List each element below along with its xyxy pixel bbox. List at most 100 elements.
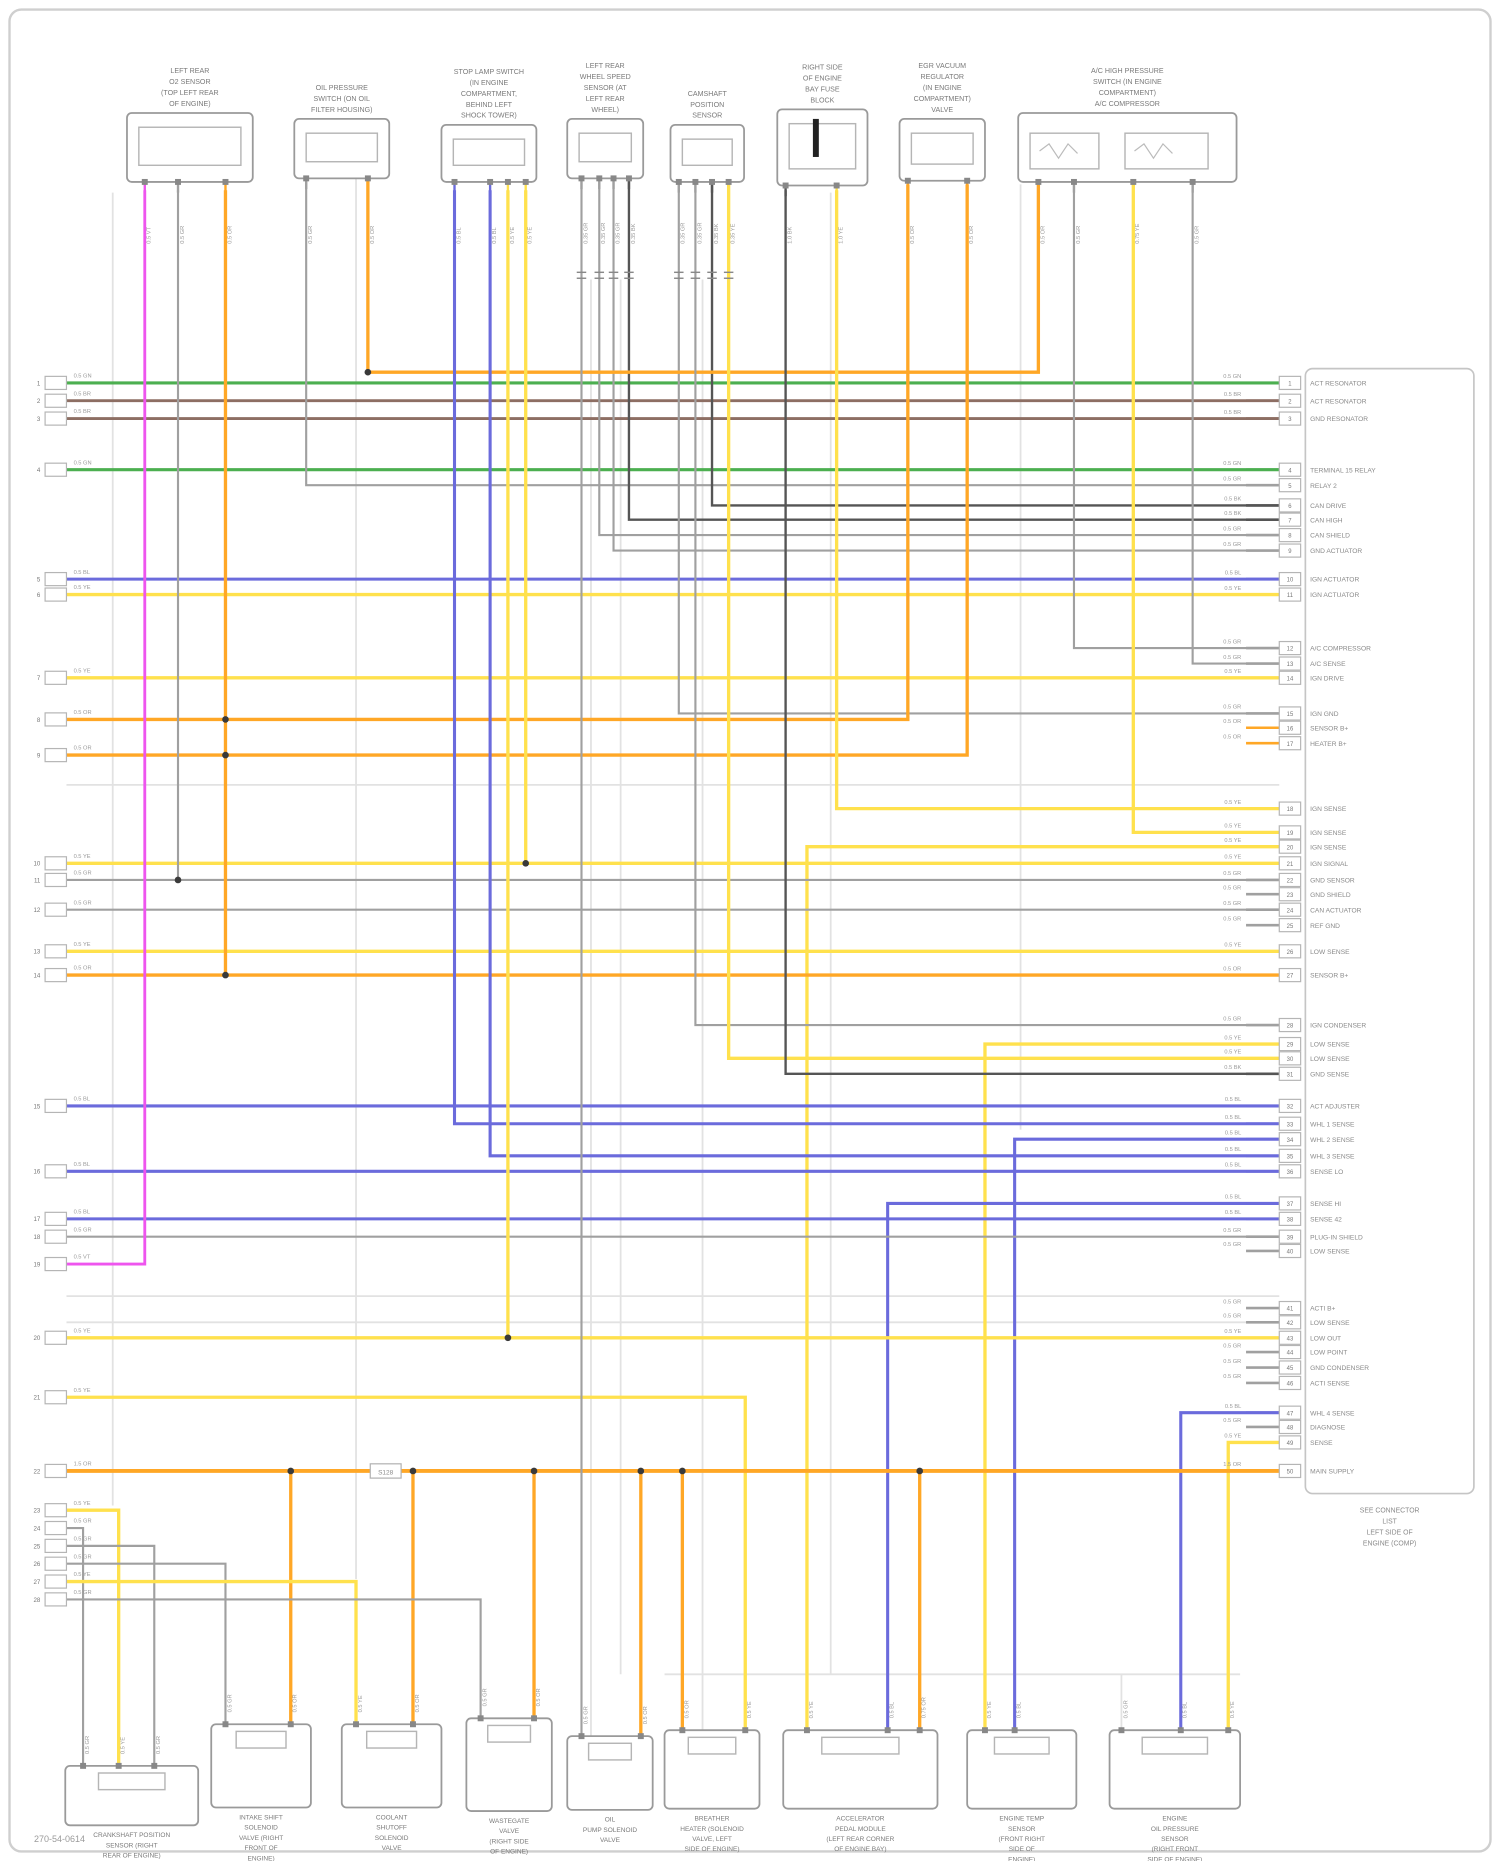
right-connector-pin: 0.5 GR 28 IGN CONDENSER (1223, 1016, 1366, 1033)
pin-box (1278, 656, 1302, 671)
component-inner (138, 126, 242, 167)
wire-code: 0.5 OR (643, 1706, 649, 1724)
pin-tick (287, 1721, 294, 1728)
junction-dot (504, 1334, 512, 1342)
pin-box (1278, 1098, 1302, 1114)
pin-label: SENSE LO (1310, 1169, 1343, 1176)
wire-code: 0.5 YE (1224, 586, 1241, 592)
pin-box (1278, 375, 1302, 391)
pin-number: 27 (1287, 974, 1294, 980)
wire-yellow (834, 190, 1280, 811)
wire-code: 0.5 GR (308, 226, 314, 244)
pin-label: IGN GND (1310, 711, 1339, 718)
right-connector-pin: 0.5 BK 31 GND SENSE (1224, 1065, 1350, 1081)
pin-number: 34 (1287, 1138, 1294, 1144)
pin-box (1278, 736, 1302, 751)
wastegate-valve: WASTEGATE VALVE (RIGHT SIDE OF ENGINE) 0.5 G… (465, 1688, 553, 1856)
wire-code: 0.5 YE (1224, 1035, 1241, 1041)
pin-label: WHL 2 SENSE (1310, 1137, 1355, 1144)
component-inner (993, 1736, 1050, 1755)
wire-code: 0.35 GR (615, 223, 621, 244)
right-connector-pin: 0.5 OR 16 SENSOR B+ (1223, 719, 1348, 735)
right-connector-pin: 0.5 BR 3 GND RESONATOR (1224, 410, 1368, 426)
component-label: OIL PRESSURE (316, 84, 368, 92)
right-connector-pin: 0.5 GR 42 LOW SENSE (1223, 1314, 1350, 1330)
wire-code: 0.5 BL (1225, 1147, 1241, 1153)
wire-code: 0.5 GR (1223, 526, 1241, 532)
pin-number: 12 (1287, 647, 1294, 653)
pin-tick (709, 178, 715, 185)
engine-temp-sensor: ENGINE TEMP SENSOR (FRONT RIGHT SIDE OF ENGI… (966, 1701, 1078, 1861)
wire-code: 0.5 OR (969, 226, 975, 244)
left-pin: 18 0.5 GR (33, 1227, 92, 1244)
pin-box (1278, 1051, 1302, 1066)
pin-box (1278, 856, 1302, 871)
pin-label: GND SHIELD (1310, 892, 1351, 899)
junction-dot (222, 751, 229, 759)
wire-code: 0.5 GN (1223, 374, 1241, 380)
pin-box (1278, 1360, 1302, 1375)
wire-code: 0.5 GR (156, 1736, 162, 1754)
pin-number: 3 (37, 416, 41, 423)
component-label: SHOCK TOWER) (461, 112, 517, 120)
component-label: FRONT OF (244, 1845, 277, 1852)
pin-box (1278, 1229, 1302, 1244)
component-label: WHEEL SPEED (580, 73, 631, 81)
pin-tick (578, 175, 585, 182)
splice-box (369, 1463, 402, 1479)
pin-number: 4 (1288, 468, 1292, 474)
pin-number: 40 (1287, 1250, 1294, 1256)
left-pin: 27 0.5 YE (33, 1572, 91, 1589)
wire-code: 0.5 YE (1224, 838, 1241, 844)
wire-code: 0.5 GR (1195, 226, 1201, 244)
wire-code: 1.0 BK (788, 226, 794, 243)
wire-code: 0.5 YE (74, 1328, 91, 1334)
pin-label: A/C SENSE (1310, 661, 1346, 668)
pin-number: 20 (33, 1335, 40, 1342)
wire-code: 0.5 GR (1223, 1343, 1241, 1349)
pin-label: IGN SIGNAL (1310, 861, 1348, 868)
component-label: CAMSHAFT (688, 90, 728, 98)
wire-code: 0.5 YE (528, 227, 534, 244)
pin-number: 35 (1287, 1154, 1294, 1160)
component-label: RIGHT SIDE (802, 63, 843, 71)
junction-dot (287, 1467, 295, 1475)
wire-code: 0.5 YE (1224, 1329, 1241, 1335)
wire-code: 0.5 YE (74, 1501, 91, 1507)
right-connector-pin: 0.5 GN 4 TERMINAL 15 RELAY (1223, 461, 1376, 477)
right-connector-pin: 0.5 YE 18 IGN SENSE (1224, 800, 1347, 816)
pin-tick (692, 178, 699, 185)
right-connector-pin: 0.5 GR 8 CAN SHIELD (1223, 526, 1350, 543)
pin-number: 23 (33, 1508, 40, 1515)
pin-box (1278, 1344, 1302, 1360)
pin-number: 18 (1287, 807, 1294, 813)
wire-code: 0.5 OR (1223, 966, 1241, 972)
wire-grey (66, 1544, 156, 1766)
pin-box (1278, 872, 1302, 888)
component-inner (1141, 1736, 1209, 1755)
pin-number: 36 (1287, 1170, 1294, 1176)
wire-code: 0.5 VT (147, 226, 153, 243)
right-connector-pin: 0.5 BR 2 ACT RESONATOR (1224, 392, 1367, 408)
pin-box (44, 1229, 68, 1244)
pin-number: 49 (1287, 1441, 1294, 1447)
pin-box (1278, 411, 1302, 426)
wire-code: 0.5 BL (1225, 1404, 1241, 1410)
pin-box (44, 1520, 68, 1536)
component-label: SWITCH (ON OIL (314, 95, 370, 103)
pin-label: IGN SENSE (1310, 844, 1347, 851)
pin-label: GND CONDENSER (1310, 1365, 1369, 1372)
component-label: VALVE (600, 1837, 621, 1844)
wire-yellow (726, 184, 1280, 1060)
pin-label: HEATER B+ (1310, 741, 1347, 748)
pin-label: LOW POINT (1310, 1350, 1347, 1357)
junction-dot (916, 1467, 924, 1475)
pin-tick (141, 178, 148, 185)
component-label: (LEFT REAR CORNER (826, 1836, 894, 1843)
pin-number: 16 (1287, 726, 1294, 732)
right-connector-pin: 0.5 BL 36 SENSE LO (1225, 1163, 1343, 1179)
pin-box (1278, 393, 1302, 408)
pin-tick (916, 1727, 923, 1734)
